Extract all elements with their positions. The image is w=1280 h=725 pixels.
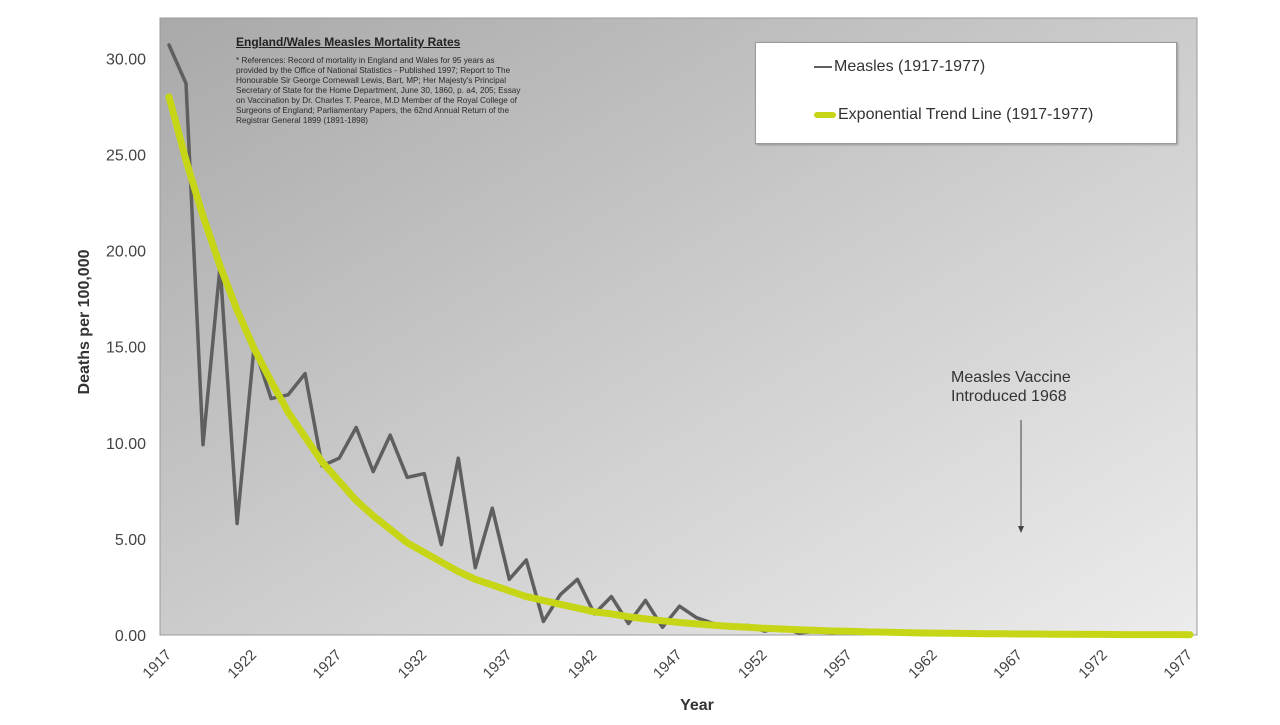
- series-line-trend: [165, 93, 1194, 639]
- x-tick-label: 1962: [905, 646, 941, 682]
- legend-item-measles: Measles (1917-1977): [814, 58, 985, 76]
- y-axis-title: Deaths per 100,000: [76, 249, 93, 394]
- x-tick-label: 1942: [565, 646, 601, 682]
- annotation-line-1: Measles Vaccine: [951, 369, 1071, 386]
- x-tick-label: 1972: [1075, 646, 1111, 682]
- references-text: * References: Record of mortality in Eng…: [236, 56, 521, 125]
- legend-item-trend: Exponential Trend Line (1917-1977): [814, 106, 1093, 124]
- chart-title: England/Wales Measles Mortality Rates: [236, 35, 461, 49]
- y-tick-label: 15.00: [106, 340, 146, 357]
- y-tick-label: 10.00: [106, 436, 146, 453]
- y-tick-label: 0.00: [115, 628, 146, 645]
- x-tick-label: 1957: [820, 646, 856, 682]
- legend-label-measles: Measles (1917-1977): [834, 58, 986, 75]
- x-tick-label: 1917: [139, 646, 175, 682]
- x-tick-label: 1937: [480, 646, 516, 682]
- legend-swatch-trend: [814, 112, 836, 118]
- x-tick-label: 1947: [650, 646, 686, 682]
- legend-label-trend: Exponential Trend Line (1917-1977): [838, 106, 1094, 123]
- x-tick-label: 1967: [990, 646, 1026, 682]
- x-axis-title: Year: [680, 697, 714, 714]
- legend: Measles (1917-1977) Exponential Trend Li…: [755, 42, 1177, 144]
- x-tick-label: 1952: [735, 646, 771, 682]
- legend-swatch-measles: [814, 66, 832, 68]
- x-tick-label: 1977: [1160, 646, 1196, 682]
- y-tick-label: 5.00: [115, 532, 146, 549]
- x-tick-label: 1927: [310, 646, 346, 682]
- y-tick-label: 25.00: [106, 148, 146, 165]
- x-tick-label: 1932: [395, 646, 431, 682]
- y-tick-label: 20.00: [106, 244, 146, 261]
- x-tick-label: 1922: [224, 646, 260, 682]
- annotation-arrow-head: [1018, 526, 1024, 533]
- vaccine-annotation: Measles Vaccine Introduced 1968: [951, 368, 1131, 406]
- annotation-line-2: Introduced 1968: [951, 388, 1067, 406]
- y-tick-label: 30.00: [106, 51, 146, 68]
